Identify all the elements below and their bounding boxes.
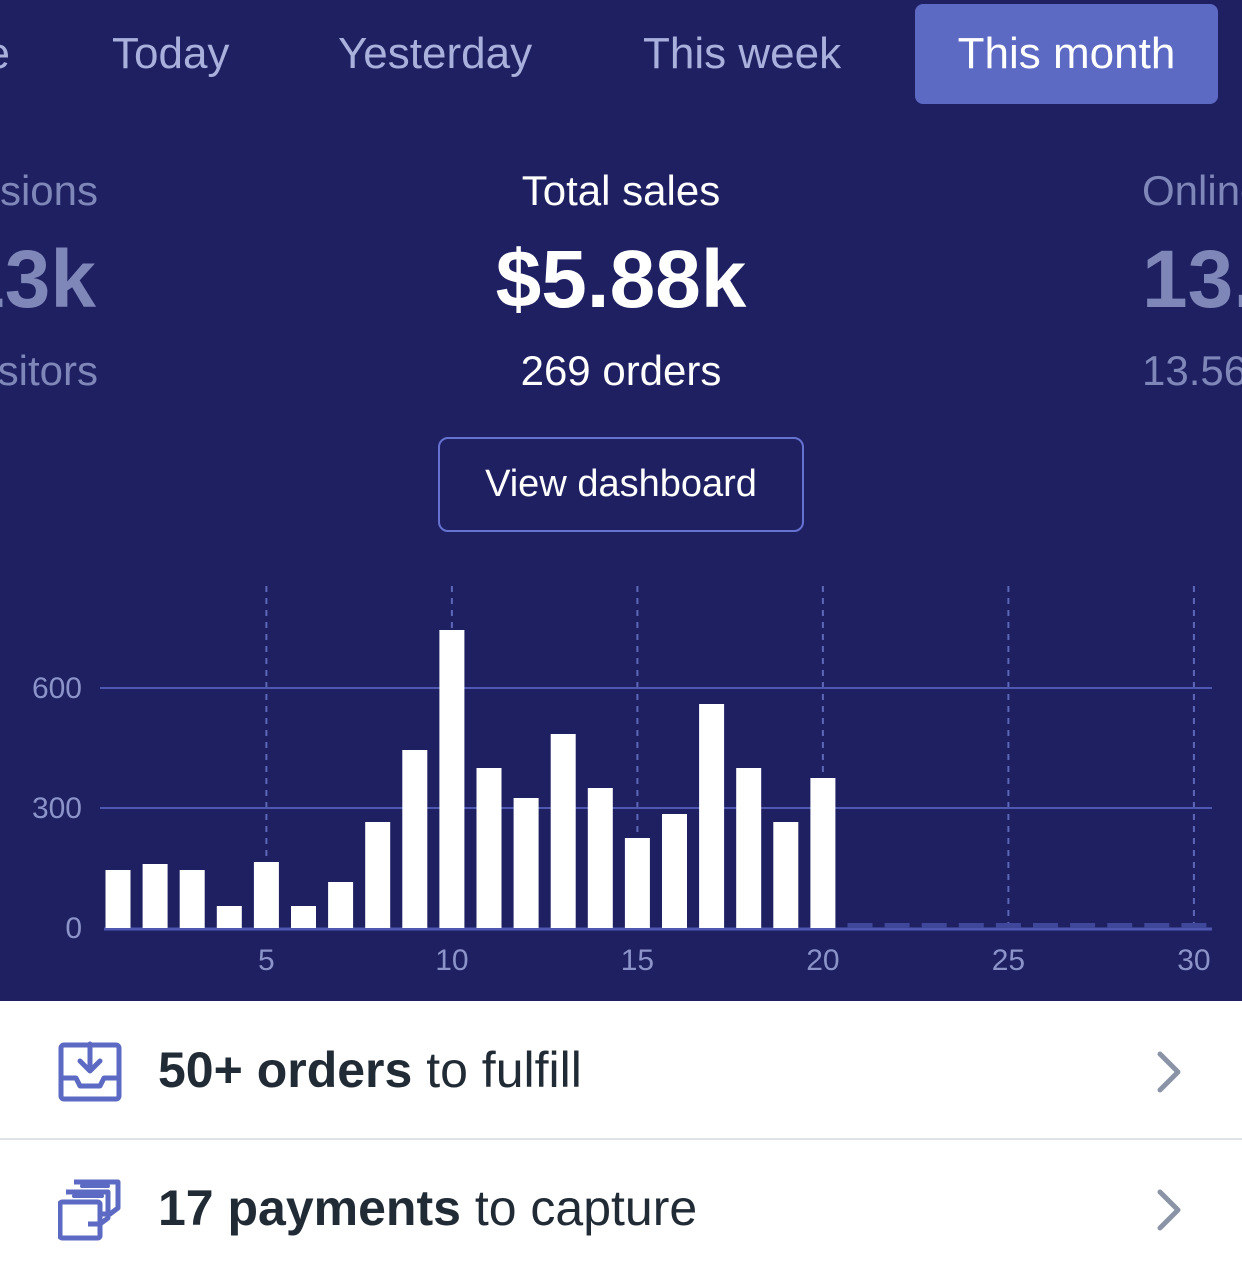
orders-to-fulfill-row[interactable]: 50+ orders to fulfill [0, 1002, 1242, 1139]
chart-bar [550, 734, 576, 928]
x-tick-label: 30 [1177, 944, 1210, 977]
chart-grid [100, 586, 1212, 931]
chart-placeholder-bar [884, 923, 910, 928]
payments-to-capture-text: 17 payments to capture [158, 1140, 697, 1277]
x-tick-label: 15 [621, 944, 654, 977]
chart-bar [253, 862, 279, 928]
x-tick-label: 5 [258, 944, 275, 977]
chart-bar [439, 630, 465, 928]
x-tick-label: 25 [992, 944, 1025, 977]
conversion-sub: 13.56 [1142, 347, 1242, 394]
sessions-sub: visitors [0, 347, 98, 394]
chart-placeholder-bar [921, 923, 947, 928]
chevron-right-icon [1157, 1051, 1181, 1093]
payments-to-capture-row[interactable]: 17 payments to capture [0, 1140, 1242, 1277]
chart-bar [216, 906, 242, 928]
tab-this-month[interactable]: This month [915, 4, 1218, 104]
chart-bar [291, 906, 316, 928]
sessions-label: Online store sessions [0, 167, 98, 214]
chart-bar [402, 750, 428, 928]
chart-placeholder-bar [958, 923, 984, 928]
sales-bar-chart: 0 300 600 5 10 15 20 25 30 [32, 586, 1212, 977]
orders-to-fulfill-text: 50+ orders to fulfill [158, 1002, 582, 1139]
total-sales-value: $5.88k [495, 234, 747, 325]
chart-placeholder-bar [995, 923, 1021, 928]
chart-bar [476, 768, 502, 928]
view-dashboard-button[interactable]: View dashboard [438, 437, 804, 532]
conversion-value: 13. [1142, 234, 1242, 325]
stats-panel: Custom date range Today Yesterday This w… [0, 0, 1242, 1001]
chart-bar [365, 822, 391, 928]
chart-placeholder-bar [1070, 923, 1096, 928]
payments-count: 17 payments [158, 1180, 461, 1236]
tab-yesterday[interactable]: Yesterday [338, 29, 533, 78]
chart-bar [662, 814, 687, 928]
chart-bar [736, 768, 762, 928]
tab-this-week[interactable]: This week [643, 29, 842, 78]
y-tick-label: 300 [32, 792, 82, 825]
chart-bar [810, 778, 836, 928]
inbox-download-icon [58, 1041, 122, 1102]
chevron-right-icon [1157, 1189, 1181, 1231]
chart-bar [699, 704, 725, 928]
payments-stack-icon [58, 1179, 121, 1241]
total-sales-orders: 269 orders [520, 347, 722, 394]
chart-bar [624, 838, 650, 928]
chart-bar [328, 882, 354, 928]
x-tick-label: 10 [435, 944, 468, 977]
chart-bar [513, 798, 539, 928]
chart-placeholder-bar [847, 923, 873, 928]
chart-future-days [847, 923, 1207, 928]
orders-count: 50+ orders [158, 1042, 413, 1098]
chart-placeholder-bar [1033, 923, 1058, 928]
chart-axis-labels: 0 300 600 5 10 15 20 25 30 [32, 672, 1211, 977]
orders-description: to fulfill [412, 1042, 582, 1098]
chart-bar [179, 870, 205, 928]
total-sales-label: Total sales [521, 167, 721, 214]
y-tick-label: 600 [32, 672, 82, 705]
x-tick-label: 20 [806, 944, 839, 977]
chart-placeholder-bar [1144, 923, 1170, 928]
conversion-label: Online store [1142, 167, 1242, 214]
chart-bar [587, 788, 613, 928]
chart-bar [773, 822, 799, 928]
tab-today[interactable]: Today [112, 29, 230, 78]
y-tick-label: 0 [65, 912, 82, 945]
sessions-value: 13k [0, 234, 96, 325]
payments-description: to capture [460, 1180, 698, 1236]
list-divider [0, 1138, 1242, 1140]
chart-bars [105, 630, 836, 928]
tab-custom-range[interactable]: Custom date range [0, 4, 10, 104]
chart-bar [142, 864, 168, 928]
chart-placeholder-bar [1107, 923, 1133, 928]
chart-bar [105, 870, 131, 928]
chart-placeholder-bar [1181, 923, 1207, 928]
